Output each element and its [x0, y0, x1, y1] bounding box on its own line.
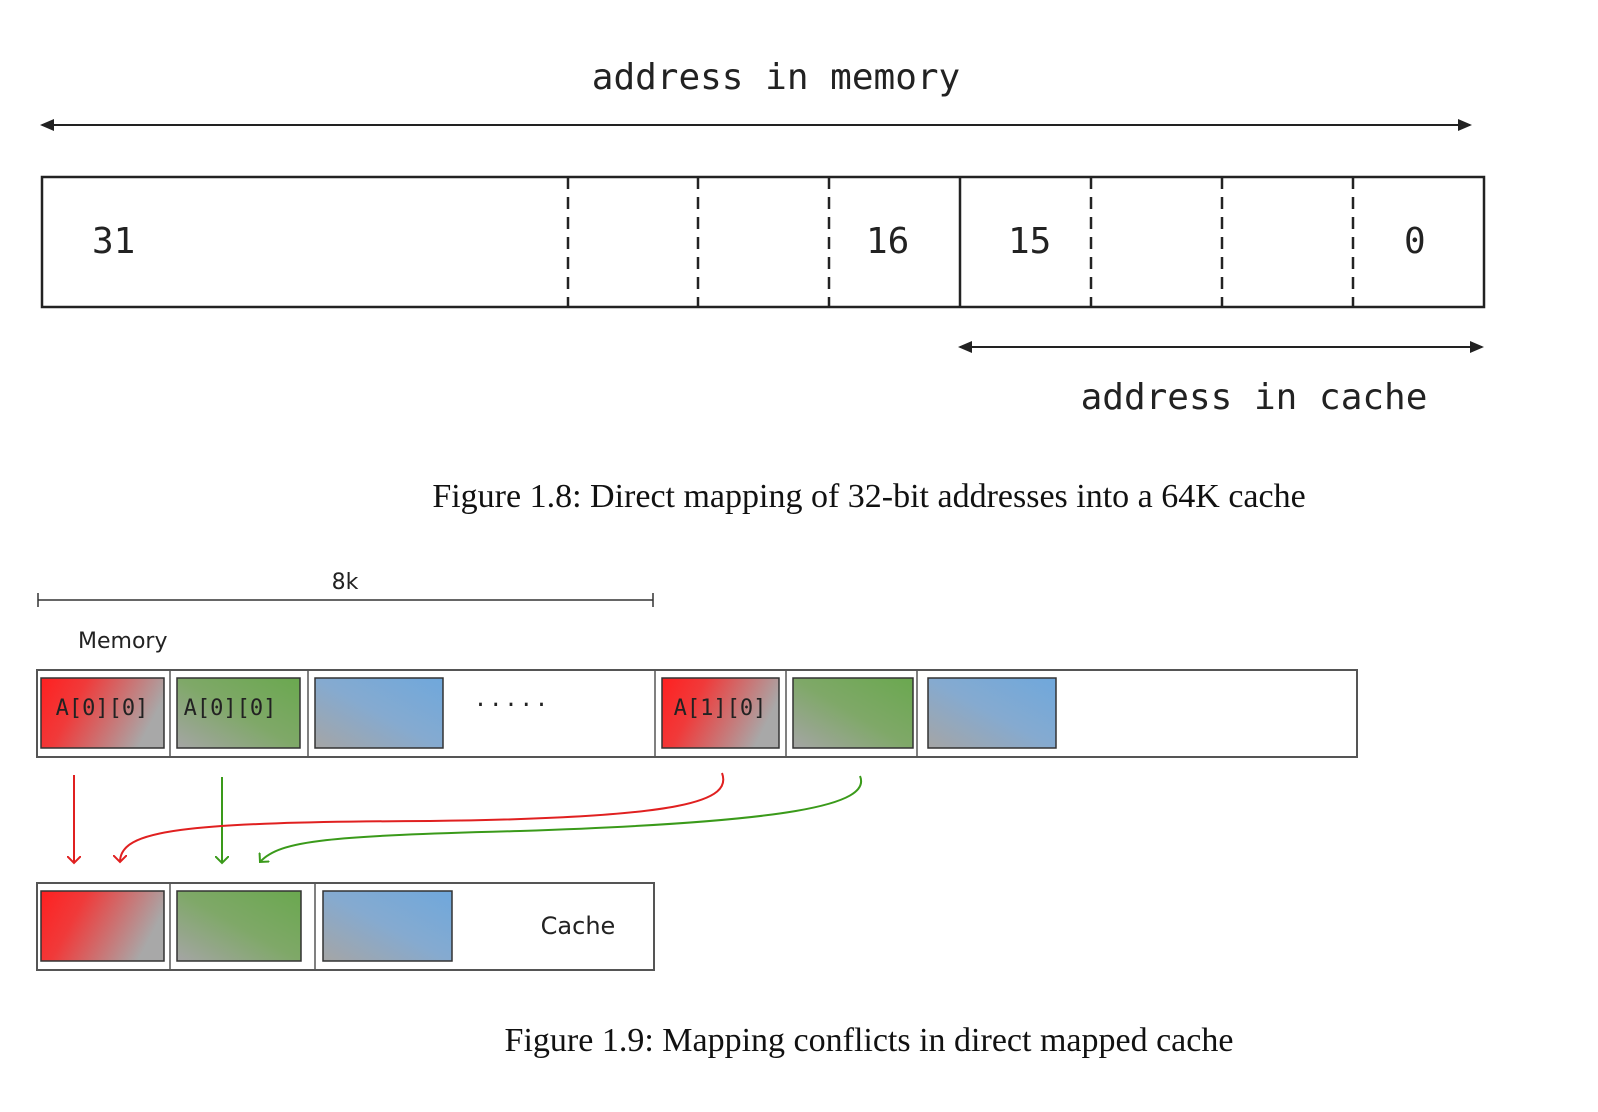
cache-block-red [40, 890, 165, 962]
address-in-cache-label: address in cache [1081, 377, 1428, 418]
span-8k-label: 8k [332, 570, 359, 595]
bit-0-label: 0 [1404, 221, 1426, 262]
cache-strip [36, 882, 655, 971]
cache-label: Cache [541, 912, 616, 940]
memory-strip [36, 669, 1358, 758]
green-conflict-arrow [260, 775, 863, 862]
memory-block-blue [314, 677, 444, 749]
memory-block-blue-2 [927, 677, 1057, 749]
memory-block-a00-green [176, 677, 301, 749]
red-conflict-arrow [120, 772, 725, 862]
memory-strip-dividers [169, 670, 918, 757]
memory-block-green-2 [792, 677, 914, 749]
figure-1-8-caption: Figure 1.8: Direct mapping of 32-bit add… [432, 478, 1306, 515]
memory-label: Memory [78, 629, 167, 654]
memory-block-label: A[0][0] [56, 696, 149, 721]
bit-31-label: 31 [92, 221, 135, 262]
address-in-memory-label: address in memory [592, 57, 960, 98]
cache-block-green [176, 890, 302, 962]
memory-ellipsis: ····· [474, 693, 550, 718]
bit-15-label: 15 [1008, 221, 1051, 262]
figure-1-9-caption: Figure 1.9: Mapping conflicts in direct … [504, 1022, 1234, 1059]
memory-block-label: A[0][0] [184, 696, 277, 721]
memory-block-a00-red [40, 677, 165, 749]
memory-block-a10-red [661, 677, 780, 749]
bit-field-dashed-dividers [566, 177, 1355, 307]
memory-block-label: A[1][0] [674, 696, 767, 721]
cache-strip-dividers [169, 883, 316, 970]
cache-block-blue [322, 890, 453, 962]
bit-16-label: 16 [866, 221, 909, 262]
span-8k-bracket [37, 593, 654, 607]
address-bit-field [40, 175, 1486, 309]
